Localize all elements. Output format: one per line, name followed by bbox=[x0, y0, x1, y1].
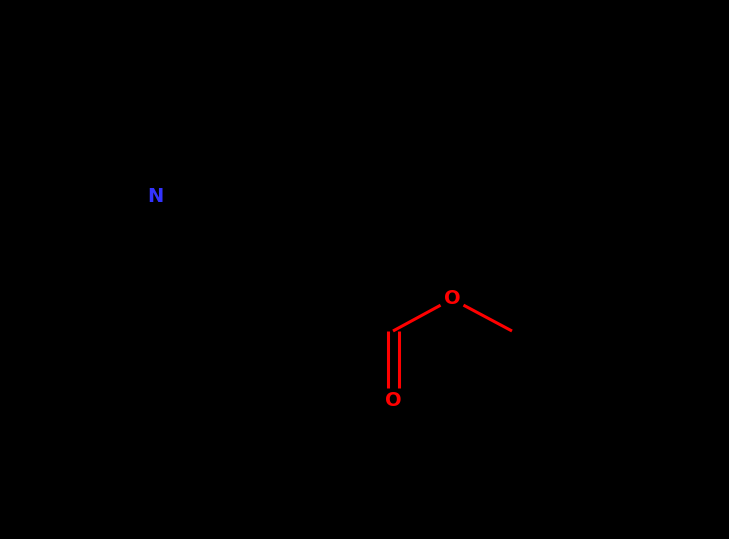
Text: O: O bbox=[385, 391, 401, 411]
Text: O: O bbox=[444, 289, 460, 308]
Text: N: N bbox=[147, 188, 163, 206]
